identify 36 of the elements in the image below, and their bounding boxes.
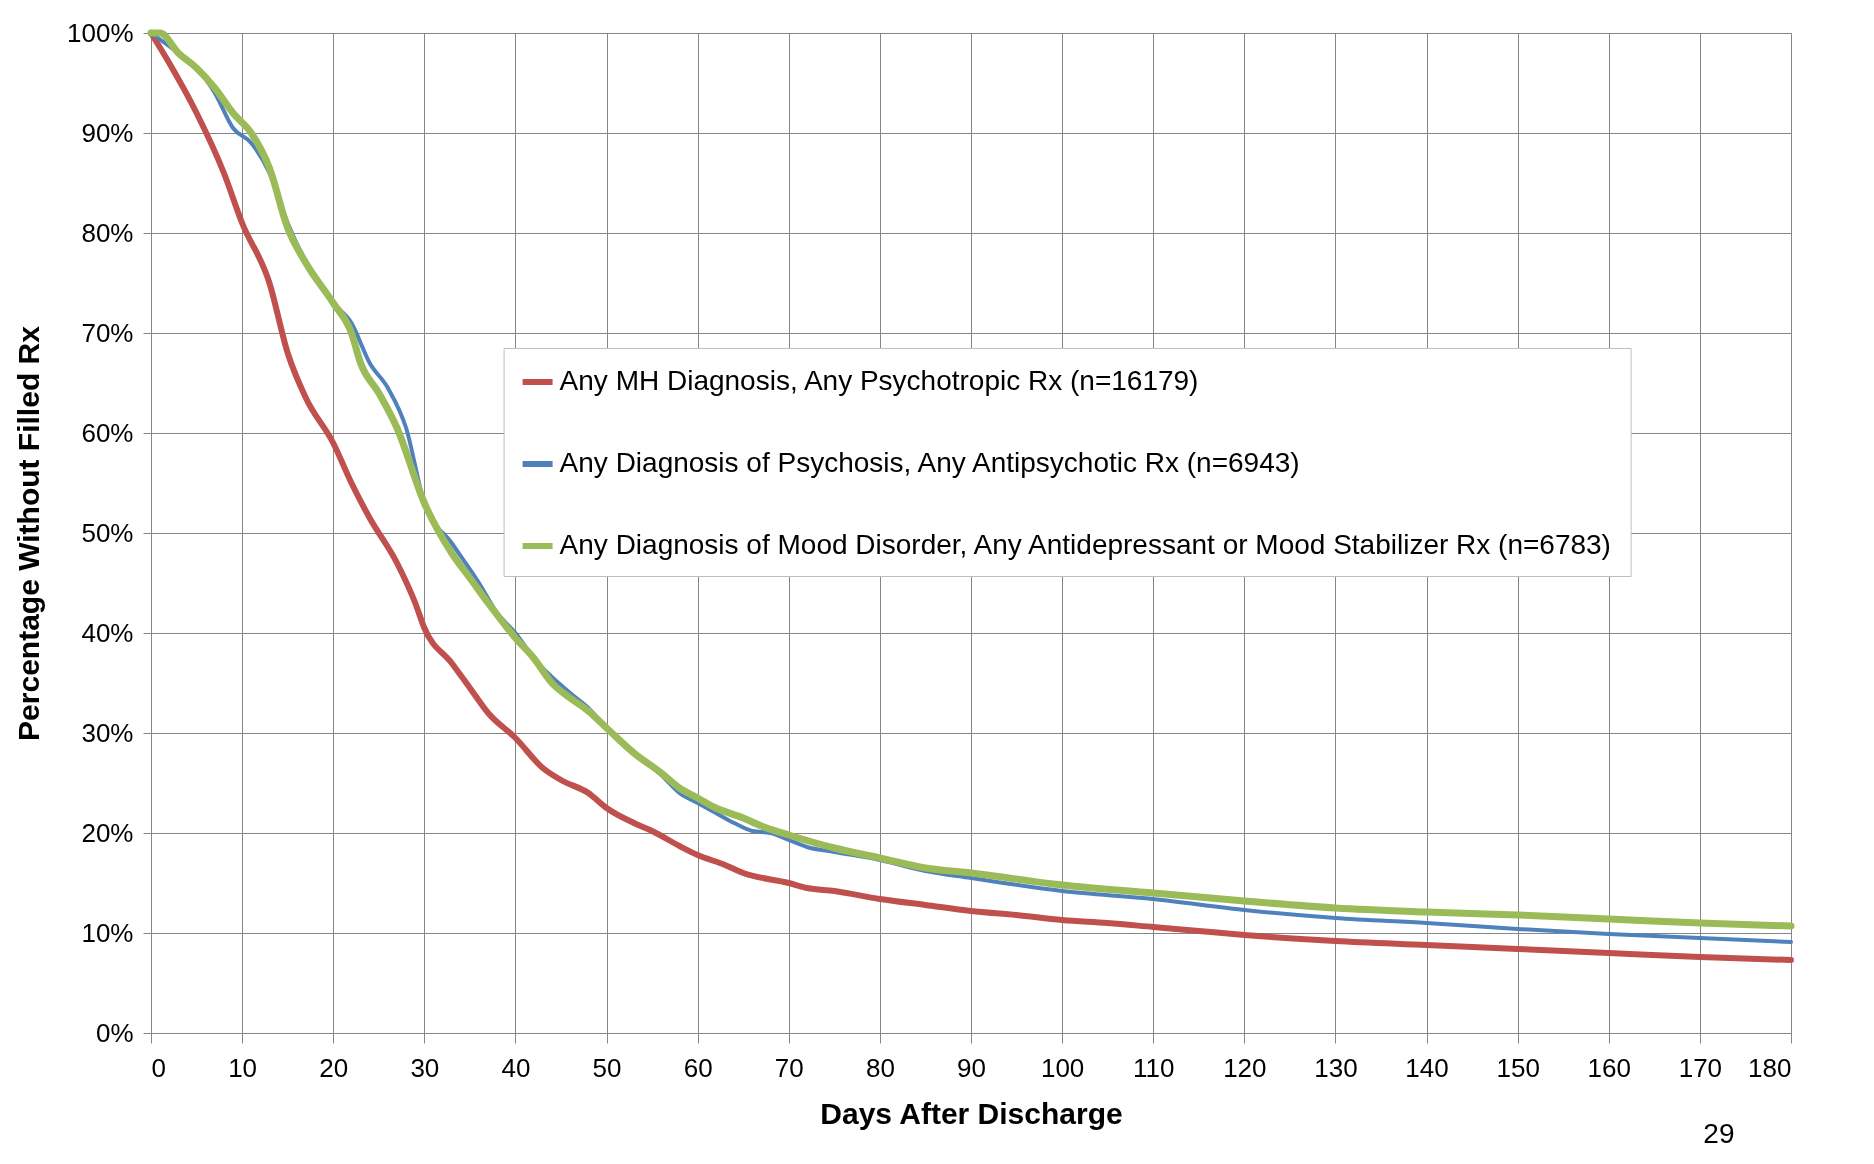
y-tick-label: 40% xyxy=(81,617,134,648)
x-tick-label: 80 xyxy=(865,1052,895,1083)
y-tick-label: 70% xyxy=(81,317,134,348)
y-tick-label: 100% xyxy=(67,17,134,48)
y-tick-label: 0% xyxy=(95,1017,134,1048)
y-tick-label: 90% xyxy=(81,117,134,148)
x-tick-label: 50 xyxy=(592,1052,622,1083)
y-axis-title: Percentage Without Filled Rx xyxy=(12,325,45,741)
x-tick-label: 100 xyxy=(1040,1052,1085,1083)
y-tick-label: 10% xyxy=(81,917,134,948)
y-tick-label: 80% xyxy=(81,217,134,248)
x-tick-label: 110 xyxy=(1133,1052,1175,1083)
x-tick-label: 70 xyxy=(774,1052,804,1083)
x-tick-label: 40 xyxy=(501,1052,531,1083)
x-tick-label: 0 xyxy=(151,1052,166,1083)
x-tick-label: 130 xyxy=(1314,1052,1358,1083)
x-tick-label: 60 xyxy=(683,1052,713,1083)
x-tick-label: 170 xyxy=(1678,1052,1723,1083)
x-axis-title: Days After Discharge xyxy=(820,1096,1123,1130)
legend-label: Any MH Diagnosis, Any Psychotropic Rx (n=16179) xyxy=(559,365,1199,396)
x-tick-label: 180 xyxy=(1748,1052,1792,1083)
x-tick-label: 140 xyxy=(1405,1052,1449,1083)
x-tick-label: 160 xyxy=(1587,1052,1631,1083)
legend-label: Any Diagnosis of Mood Disorder, Any Antidepressant or Mood Stabilizer Rx (n=6783) xyxy=(559,529,1611,560)
y-tick-label: 50% xyxy=(81,517,134,548)
x-tick-label: 120 xyxy=(1223,1052,1267,1083)
y-tick-label: 60% xyxy=(81,417,134,448)
x-tick-label: 150 xyxy=(1496,1052,1540,1083)
y-tick-label: 30% xyxy=(81,717,134,748)
legend-label: Any Diagnosis of Psychosis, Any Antipsychotic Rx (n=6943) xyxy=(559,447,1300,478)
x-tick-label: 10 xyxy=(228,1052,258,1083)
y-tick-label: 20% xyxy=(81,817,134,848)
x-tick-label: 20 xyxy=(319,1052,349,1083)
x-tick-label: 90 xyxy=(957,1052,986,1083)
x-tick-label: 30 xyxy=(410,1052,440,1083)
text: 29 xyxy=(1703,1118,1735,1149)
